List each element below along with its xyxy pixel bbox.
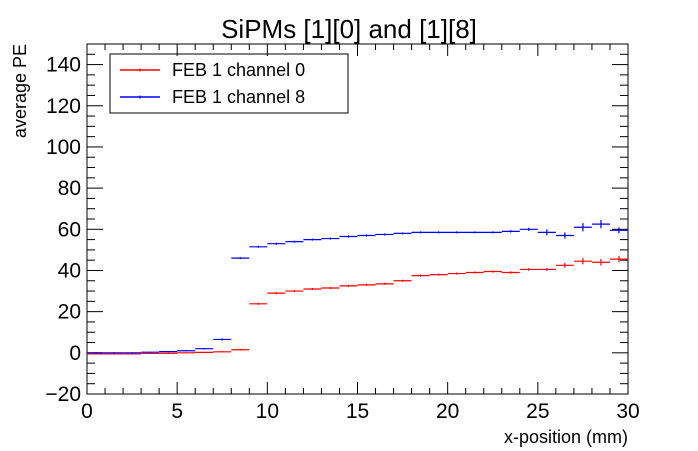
- data-point: [429, 231, 448, 234]
- data-point: [393, 232, 412, 235]
- data-point: [231, 348, 250, 351]
- x-axis-title: x-position (mm): [504, 427, 628, 447]
- data-point: [195, 347, 214, 350]
- data-point: [609, 256, 628, 263]
- data-point: [447, 231, 466, 234]
- legend: FEB 1 channel 0 FEB 1 channel 8: [109, 53, 349, 114]
- legend-box: [109, 53, 349, 114]
- data-point: [447, 272, 466, 275]
- plot-frame: [86, 43, 629, 395]
- data-point: [159, 350, 178, 353]
- x-tick-label: 10: [256, 400, 279, 423]
- data-point: [411, 274, 430, 277]
- data-point: [123, 352, 142, 354]
- data-point: [267, 242, 286, 245]
- data-point: [429, 273, 448, 276]
- data-point: [267, 292, 286, 295]
- data-point: [195, 351, 214, 354]
- series-1: [87, 256, 628, 355]
- x-tick-label: 0: [81, 400, 93, 423]
- x-tick-label: 15: [346, 400, 369, 423]
- data-point: [321, 286, 340, 289]
- y-tick-label: 100: [46, 136, 81, 159]
- data-point: [105, 352, 124, 354]
- legend-label: FEB 1 channel 8: [172, 87, 305, 107]
- y-tick-label: 20: [58, 301, 81, 324]
- legend-item: FEB 1 channel 8: [120, 87, 305, 107]
- y-tick-label: 0: [69, 342, 81, 365]
- data-point: [249, 302, 268, 305]
- chart-title: SiPMs [1][0] and [1][8]: [221, 14, 477, 44]
- data-point: [249, 245, 268, 248]
- y-tick-label: 60: [58, 218, 81, 241]
- data-point: [465, 271, 484, 274]
- data-point: [213, 351, 232, 353]
- data-point: [591, 220, 610, 229]
- x-tick-label: 5: [171, 400, 183, 423]
- data-point: [177, 352, 196, 354]
- x-tick-label: 25: [526, 400, 549, 423]
- y-tick-label: 140: [46, 54, 81, 77]
- data-point: [375, 282, 394, 285]
- data-point: [357, 283, 376, 286]
- legend-items: FEB 1 channel 0 FEB 1 channel 8: [120, 60, 305, 107]
- y-axis-title: average PE: [10, 44, 30, 138]
- data-point: [303, 238, 322, 241]
- data-point: [177, 350, 196, 352]
- data-point: [483, 231, 502, 234]
- data-point: [303, 287, 322, 291]
- data-point: [87, 352, 106, 354]
- data-point: [141, 351, 160, 353]
- data-point: [231, 257, 250, 260]
- y-tick-label: 120: [46, 95, 81, 118]
- data-point: [501, 271, 520, 274]
- legend-label: FEB 1 channel 0: [172, 60, 305, 80]
- y-tick-label: 80: [58, 177, 81, 200]
- data-point: [465, 231, 484, 234]
- data-point: [357, 234, 376, 237]
- data-point: [213, 338, 232, 341]
- data-point: [159, 352, 178, 354]
- data-point: [339, 284, 358, 287]
- data-point: [519, 227, 538, 231]
- data-point: [393, 279, 412, 282]
- data-point: [537, 268, 556, 271]
- y-tick-label: 40: [58, 259, 81, 282]
- x-tick-label: 20: [436, 400, 459, 423]
- data-point: [555, 262, 574, 268]
- data-point: [573, 223, 592, 232]
- data-point: [339, 235, 358, 238]
- data-point: [555, 232, 574, 239]
- data-point: [321, 237, 340, 240]
- data-point: [519, 268, 538, 271]
- x-tick-label: 30: [616, 400, 639, 423]
- data-point: [483, 270, 502, 273]
- data-point: [141, 352, 160, 355]
- data-point: [537, 229, 556, 236]
- data-point: [573, 258, 592, 265]
- data-point: [411, 231, 430, 234]
- data-point: [285, 290, 304, 293]
- data-point: [375, 233, 394, 236]
- data-point: [501, 230, 520, 233]
- y-tick-label: −20: [45, 383, 81, 406]
- data-points: [87, 220, 628, 355]
- data-point: [609, 227, 628, 234]
- series-2: [87, 220, 628, 354]
- data-point: [285, 240, 304, 243]
- data-point: [591, 258, 610, 266]
- legend-item: FEB 1 channel 0: [120, 60, 305, 80]
